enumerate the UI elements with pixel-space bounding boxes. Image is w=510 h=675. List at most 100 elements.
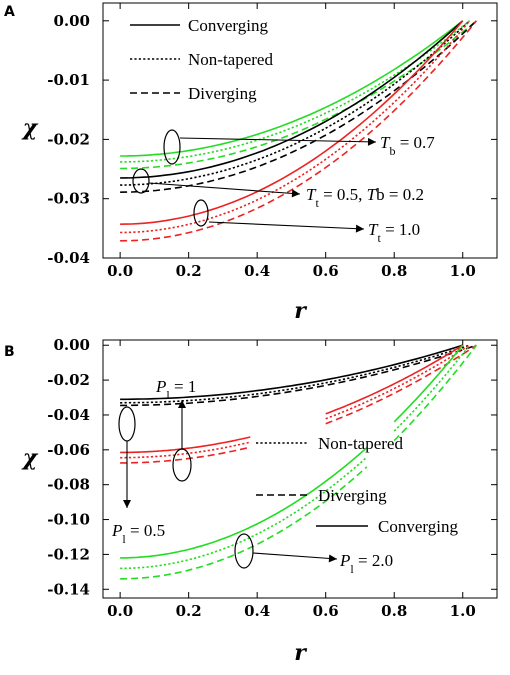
y-tick-label: -0.12 [47, 545, 90, 563]
arrow-head [355, 224, 364, 233]
series-red-solid [120, 436, 251, 454]
x-tick-label: 1.0 [450, 602, 476, 620]
x-axis-label: r [294, 640, 307, 666]
annotation-tb-part: b [389, 144, 395, 158]
series-green-dashed [120, 466, 368, 580]
annotation-pl-1-part: P [155, 377, 166, 396]
series-green-dotted [120, 456, 368, 570]
annotations-a: Tb = 0.7Tt = 0.5, Tb = 0.2Tt = 1.0 [132, 129, 435, 245]
arrow-head [367, 137, 376, 146]
series-green-solid [120, 447, 368, 559]
series-red-dashed [325, 344, 477, 425]
x-tick-label: 0.0 [107, 602, 133, 620]
series-black-dashed [120, 20, 477, 193]
annotation-tb: Tb = 0.7 [380, 133, 435, 158]
chart-panel-a: A 0.0 0.2 0.4 0.6 0.8 1.0 0.00 -0.01 -0.02 -0.03 -0… [4, 2, 498, 324]
y-tick-label: -0.04 [47, 249, 90, 267]
callout-arrow [252, 552, 338, 560]
y-tick-label: -0.14 [47, 580, 90, 598]
annotation-tt-tb-part: T [367, 185, 378, 204]
legend-a: Converging Non-tapered Diverging [130, 16, 273, 103]
series-black-dashed [120, 344, 477, 407]
y-tick-label: -0.08 [47, 476, 90, 494]
x-axis-label: r [294, 298, 307, 324]
y-tick-label: -0.01 [47, 71, 90, 89]
annotation-tb-part: T [380, 133, 391, 152]
callout-ellipse [193, 199, 209, 227]
series-red-solid [325, 344, 464, 415]
series-red-dotted [120, 20, 471, 234]
annotation-tt-tb: Tt = 0.5, Tb = 0.2 [306, 185, 424, 210]
x-tick-label: 0.6 [313, 602, 339, 620]
annotation-tb-part: = 0.7 [395, 133, 435, 152]
plot-frame [102, 339, 498, 599]
annotation-pl-05-part: l [122, 532, 126, 546]
callout-ellipse [118, 406, 136, 442]
arrow-head [328, 554, 337, 563]
chart-panel-b: B 0.0 0.2 0.4 0.6 0.8 1.0 0.00 -0.02 -0.04 -0.06 -0… [4, 336, 498, 666]
annotation-pl-2: Pl = 2.0 [339, 551, 393, 576]
annotation-pl-1-part: = 1 [170, 377, 197, 396]
legend-label: Converging [378, 517, 458, 536]
x-tick-label: 0.0 [107, 262, 133, 280]
annotation-pl-2-part: = 2.0 [354, 551, 393, 570]
annotation-tt-tb-part: t [315, 196, 319, 210]
callout-ellipse [163, 129, 181, 165]
y-axis-label: χ [21, 115, 39, 141]
annotation-pl-05: Pl = 0.5 [111, 521, 165, 546]
series-black-dotted [120, 344, 470, 404]
y-tick-label: -0.02 [47, 371, 90, 389]
annotation-tt-part: t [377, 231, 381, 245]
series-red-dotted [325, 344, 471, 420]
series-green-solid [120, 20, 464, 157]
series-green-dotted [393, 344, 471, 432]
callout-ellipse [132, 168, 150, 194]
callout-arrow [148, 182, 301, 195]
panel-letter: B [4, 344, 15, 360]
annotation-pl-2-part: l [350, 562, 354, 576]
y-tick-label: 0.00 [53, 336, 90, 354]
legend-label: Non-tapered [318, 434, 403, 453]
legend-label: Diverging [188, 84, 257, 103]
annotation-pl-05-part: = 0.5 [126, 521, 165, 540]
y-tick-label: -0.04 [47, 406, 90, 424]
y-tick-label: -0.06 [47, 441, 90, 459]
x-tick-label: 1.0 [450, 262, 476, 280]
legend-label: Non-tapered [188, 50, 273, 69]
annotation-tt-part: T [368, 220, 379, 239]
annotation-tt-tb-part: = 0.5, [319, 185, 367, 204]
series-black-solid [120, 344, 463, 401]
legend-b: Non-tapered Diverging Converging [256, 434, 458, 536]
series-red-solid [120, 20, 464, 225]
panel-letter: A [4, 4, 15, 20]
annotation-pl-2-part: P [339, 551, 350, 570]
annotation-pl-05-part: P [111, 521, 122, 540]
y-tick-label: 0.00 [53, 12, 90, 30]
series-green-dashed [393, 344, 478, 442]
arrow-head [123, 500, 131, 508]
y-tick-label: -0.03 [47, 190, 90, 208]
series-green-solid [393, 344, 464, 423]
x-tick-label: 0.4 [244, 602, 270, 620]
x-tick-label: 0.6 [313, 262, 339, 280]
arrow-head [291, 189, 300, 198]
callout-arrow [208, 221, 365, 230]
annotation-tt-tb-part: = 0.2 [385, 185, 424, 204]
annotation-pl-1-part: l [166, 388, 170, 402]
annotation-tt-tb-part: T [306, 185, 317, 204]
x-tick-label: 0.2 [176, 262, 202, 280]
legend-label: Diverging [318, 486, 387, 505]
plot-frame [102, 2, 498, 259]
y-tick-label: -0.02 [47, 130, 90, 148]
callout-arrow [179, 137, 377, 143]
callout-ellipse [234, 533, 254, 569]
series-black-solid [120, 20, 464, 179]
y-tick-label: -0.10 [47, 511, 90, 529]
annotation-tt-tb-part: b [376, 185, 385, 204]
annotation-tt: Tt = 1.0 [368, 220, 420, 245]
x-tick-label: 0.8 [381, 602, 407, 620]
legend-label: Converging [188, 16, 268, 35]
annotation-tt-part: = 1.0 [381, 220, 420, 239]
arrow-head [178, 400, 186, 408]
